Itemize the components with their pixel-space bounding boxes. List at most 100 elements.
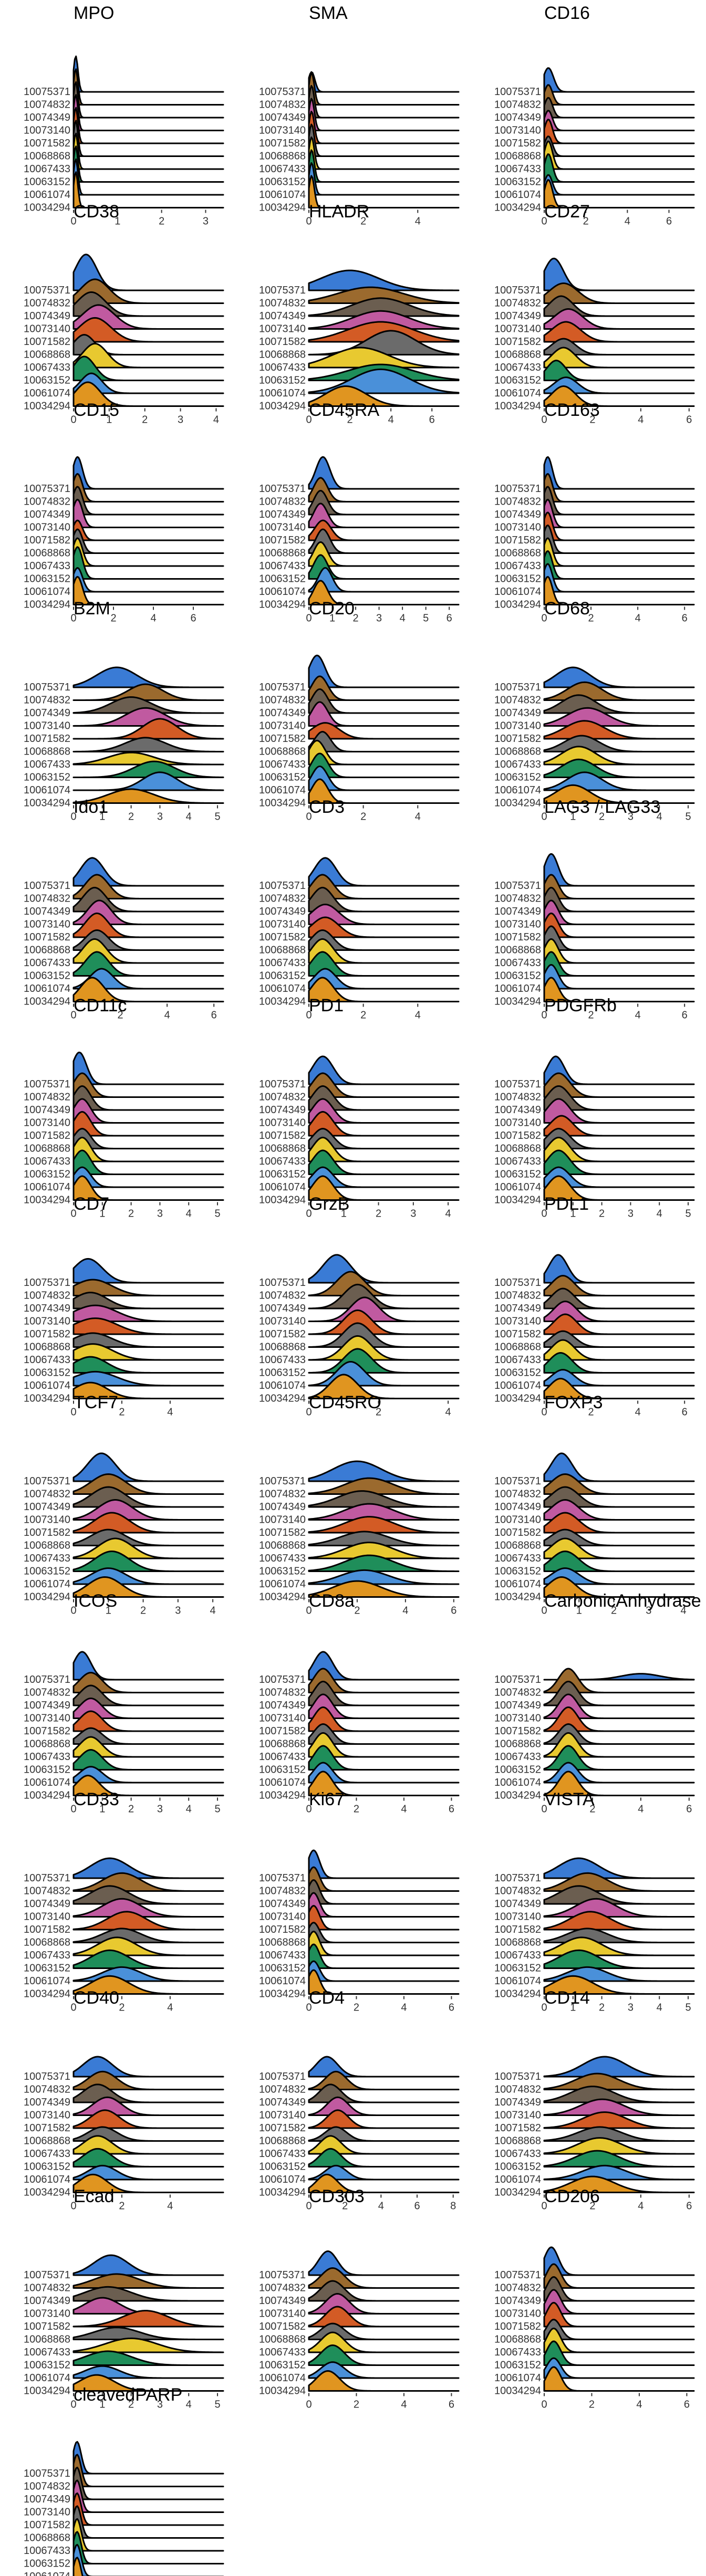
x-tick-label: 0	[70, 1605, 76, 1617]
ridge-10068868	[72, 528, 224, 554]
sample-label: 10034294	[24, 2187, 70, 2198]
sample-label: 10061074	[259, 586, 306, 598]
sample-label: 10074349	[24, 707, 70, 719]
ridge-10067433	[543, 347, 695, 369]
sample-label: 10073140	[259, 1316, 306, 1327]
ridge-10067433	[72, 938, 224, 964]
sample-label: 10061074	[494, 2372, 541, 2384]
sample-label: 10074349	[259, 2097, 306, 2108]
sample-label: 10075371	[259, 2269, 306, 2281]
ridge-10075371	[543, 2246, 695, 2276]
sample-label: 10034294	[259, 798, 306, 809]
sample-label: 10063152	[24, 176, 70, 188]
ridge-10061074	[72, 2543, 224, 2576]
sample-label: 10067433	[24, 1553, 70, 1564]
ridge-10075371	[72, 857, 224, 887]
sample-label: 10067433	[494, 1553, 541, 1564]
ridge-10074349	[543, 486, 695, 516]
sample-label: 10061074	[24, 1181, 70, 1193]
x-tick-label: 0	[541, 1208, 547, 1220]
sample-label: 10074832	[494, 893, 541, 905]
sample-label: 10074349	[24, 1104, 70, 1116]
ridge-10071582	[308, 1904, 460, 1931]
sample-label: 10073140	[24, 323, 70, 335]
sample-label: 10073140	[24, 2308, 70, 2320]
ridge-10071582	[543, 1706, 695, 1732]
panel-title: PDL1	[544, 1194, 589, 1214]
ridge-10074832	[308, 1866, 460, 1892]
ridge-10074349	[72, 1292, 224, 1310]
ridge-10075371	[72, 1857, 224, 1879]
sample-label: 10074349	[494, 1501, 541, 1513]
ridge-10061074	[543, 964, 695, 990]
x-tick-label: 4	[186, 2399, 192, 2411]
ridge-10071582	[543, 1512, 695, 1534]
x-tick-label: 2	[599, 2002, 605, 2014]
ridge-10074832	[72, 1279, 224, 1296]
sample-label: 10074349	[24, 1700, 70, 1711]
ridge-10073140	[72, 1898, 224, 1918]
ridge-10061074	[72, 2365, 224, 2379]
sample-label: 10071582	[259, 1328, 306, 1340]
sample-label: 10071582	[494, 1725, 541, 1737]
ridgeline-plot: CD33 10075371 1007483210074349100731401007…	[24, 1789, 224, 2014]
x-tick-label: 0	[541, 1605, 547, 1617]
x-tick-label: 6	[686, 2201, 692, 2212]
sample-label: 10034294	[24, 2385, 70, 2397]
ridge-10075371	[72, 2254, 224, 2276]
panel-title: ICOS	[74, 1591, 117, 1611]
x-tick-label: 3	[178, 414, 183, 426]
ridge-10034294	[72, 788, 224, 804]
x-tick-label: 0	[70, 2399, 76, 2411]
ridge-10068868	[543, 925, 695, 951]
sample-label: 10068868	[24, 1937, 70, 1949]
sample-label: 10063152	[494, 375, 541, 386]
panel-cd4: CD4 10075371 10074832 10074349 10073140 10071…	[235, 1985, 466, 2212]
sample-label: 10034294	[24, 202, 70, 214]
sample-label: 10071582	[24, 2122, 70, 2134]
sample-label: 10075371	[24, 1872, 70, 1884]
sample-label: 10063152	[494, 1169, 541, 1180]
sample-label: 10073140	[259, 720, 306, 732]
panel-cd14: CD14 10075371 10074832 10074349 10073140 1007…	[471, 1985, 702, 2212]
sample-label: 10071582	[494, 535, 541, 546]
sample-label: 10063152	[494, 573, 541, 585]
ridge-10073140	[308, 1296, 460, 1322]
sample-label: 10071582	[494, 138, 541, 149]
sample-label: 10074832	[494, 496, 541, 508]
x-tick-label: 0	[306, 2201, 312, 2212]
x-tick-label: 3	[628, 811, 634, 823]
sample-label: 10034294	[259, 1195, 306, 1206]
ridge-10034294	[543, 977, 695, 1002]
ridge-10068868	[72, 1332, 224, 1348]
panel-title: CD7	[74, 1194, 109, 1214]
ridge-10074832	[543, 2072, 695, 2090]
ridge-10075371	[72, 2056, 224, 2078]
x-tick-label: 0	[70, 1804, 76, 1815]
x-tick-label: 2	[354, 1605, 360, 1617]
ridge-10067433	[543, 1537, 695, 1559]
x-tick-label: 4	[415, 1010, 421, 1021]
sample-label: 10063152	[259, 970, 306, 982]
panel-title: CD3	[309, 797, 345, 817]
x-tick-label: 4	[186, 811, 192, 823]
sample-label: 10073140	[494, 720, 541, 732]
ridge-10034294	[308, 580, 460, 605]
ridge-10063152	[543, 2340, 695, 2366]
sample-label: 10075371	[259, 1674, 306, 1685]
panel-lag3-lag33: LAG3 / LAG33 10075371 10074832 10074349 1007…	[471, 794, 702, 1021]
sample-label: 10073140	[494, 1316, 541, 1327]
ridgeline-plot: CD38 10075371 1007483210074349100731401007…	[24, 202, 224, 426]
sample-label: 10075371	[24, 2468, 70, 2479]
ridge-10068868	[543, 2126, 695, 2142]
x-tick-label: 0	[306, 811, 312, 823]
sample-label: 10034294	[494, 2187, 541, 2198]
ridge-10068868	[308, 1322, 460, 1348]
panel-ki67: Ki67 10075371 10074832 10074349 10073140 1007…	[235, 1786, 466, 2014]
x-tick-label: 0	[541, 2201, 547, 2212]
ridge-10063152	[72, 951, 224, 977]
sample-label: 10034294	[24, 401, 70, 412]
ridge-10075371	[72, 1258, 224, 1284]
sample-label: 10063152	[259, 2161, 306, 2173]
